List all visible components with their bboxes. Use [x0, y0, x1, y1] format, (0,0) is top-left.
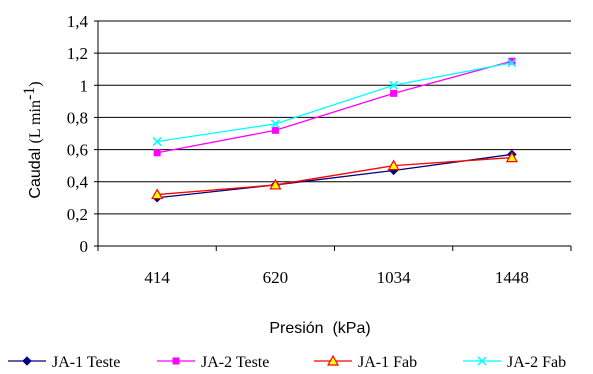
legend-item: JA-2 Fab — [463, 354, 566, 371]
data-point-stroke — [270, 119, 280, 129]
legend-marker — [22, 356, 32, 366]
series-4 — [152, 58, 517, 147]
data-point — [505, 151, 518, 163]
y-tick-label: 0,4 — [67, 173, 89, 192]
y-tick-label: 1 — [80, 76, 89, 95]
y-axis-title-prefix: Caudal — [27, 143, 44, 198]
x-tick-label: 414 — [144, 268, 170, 287]
legend: JA-1 Teste JA-2 Teste JA-1 Fab JA-2 Fab — [8, 354, 566, 371]
legend-label: JA-2 Teste — [201, 354, 269, 371]
y-tick-label: 1,4 — [67, 12, 89, 31]
x-tick-label: 620 — [263, 268, 289, 287]
y-tick-label: 0,6 — [67, 141, 88, 160]
y-axis-title-suffix: ) — [27, 81, 44, 86]
series-line — [157, 153, 512, 199]
series-line — [157, 60, 513, 154]
legend-item: JA-1 Teste — [8, 354, 120, 371]
series-line — [157, 156, 512, 196]
x-axis-title: Presión (kPa) — [269, 320, 370, 337]
data-point — [151, 188, 164, 200]
legend-marker — [477, 356, 487, 366]
data-point — [153, 149, 161, 157]
data-point — [270, 119, 280, 129]
x-tick-label: 1448 — [495, 268, 529, 287]
data-point — [387, 159, 400, 171]
y-axis-title-unit: (L min — [27, 100, 44, 143]
y-tick-label: 0,2 — [67, 205, 88, 224]
y-tick-label: 0 — [80, 237, 89, 256]
data-point — [390, 89, 398, 97]
plot-area — [97, 21, 571, 247]
y-axis-title-exponent: -1 — [21, 87, 38, 100]
data-point-stroke — [389, 80, 399, 90]
data-point — [269, 178, 282, 190]
x-tick-label: 1034 — [377, 268, 412, 287]
x-axis-ticks: 414 620 1034 1448 — [97, 246, 572, 287]
data-point — [389, 80, 399, 90]
y-axis-title: Caudal (L min-1) — [21, 81, 44, 198]
legend-item: JA-2 Teste — [157, 354, 269, 371]
legend-marker-stroke — [477, 356, 487, 366]
y-axis-ticks: 0 0,2 0,4 0,6 0,8 1 1,2 1,4 — [67, 12, 98, 256]
legend-label: JA-2 Fab — [507, 354, 566, 371]
data-point — [271, 126, 279, 134]
legend-label: JA-1 Fab — [358, 354, 417, 371]
y-tick-label: 1,2 — [67, 44, 88, 63]
series-3 — [151, 151, 518, 200]
legend-label: JA-1 Teste — [52, 354, 120, 371]
y-tick-label: 0,8 — [67, 108, 88, 127]
gridlines — [98, 20, 571, 215]
data-point — [507, 58, 517, 68]
series-1 — [152, 149, 517, 203]
legend-marker — [172, 357, 180, 365]
data-point — [508, 57, 516, 65]
legend-item: JA-1 Fab — [314, 354, 417, 371]
series-group — [151, 57, 518, 203]
legend-marker — [326, 354, 340, 366]
series-2 — [153, 57, 516, 157]
data-point-stroke — [152, 137, 162, 147]
data-point-stroke — [507, 58, 517, 68]
series-line — [157, 62, 512, 143]
data-point — [152, 137, 162, 147]
